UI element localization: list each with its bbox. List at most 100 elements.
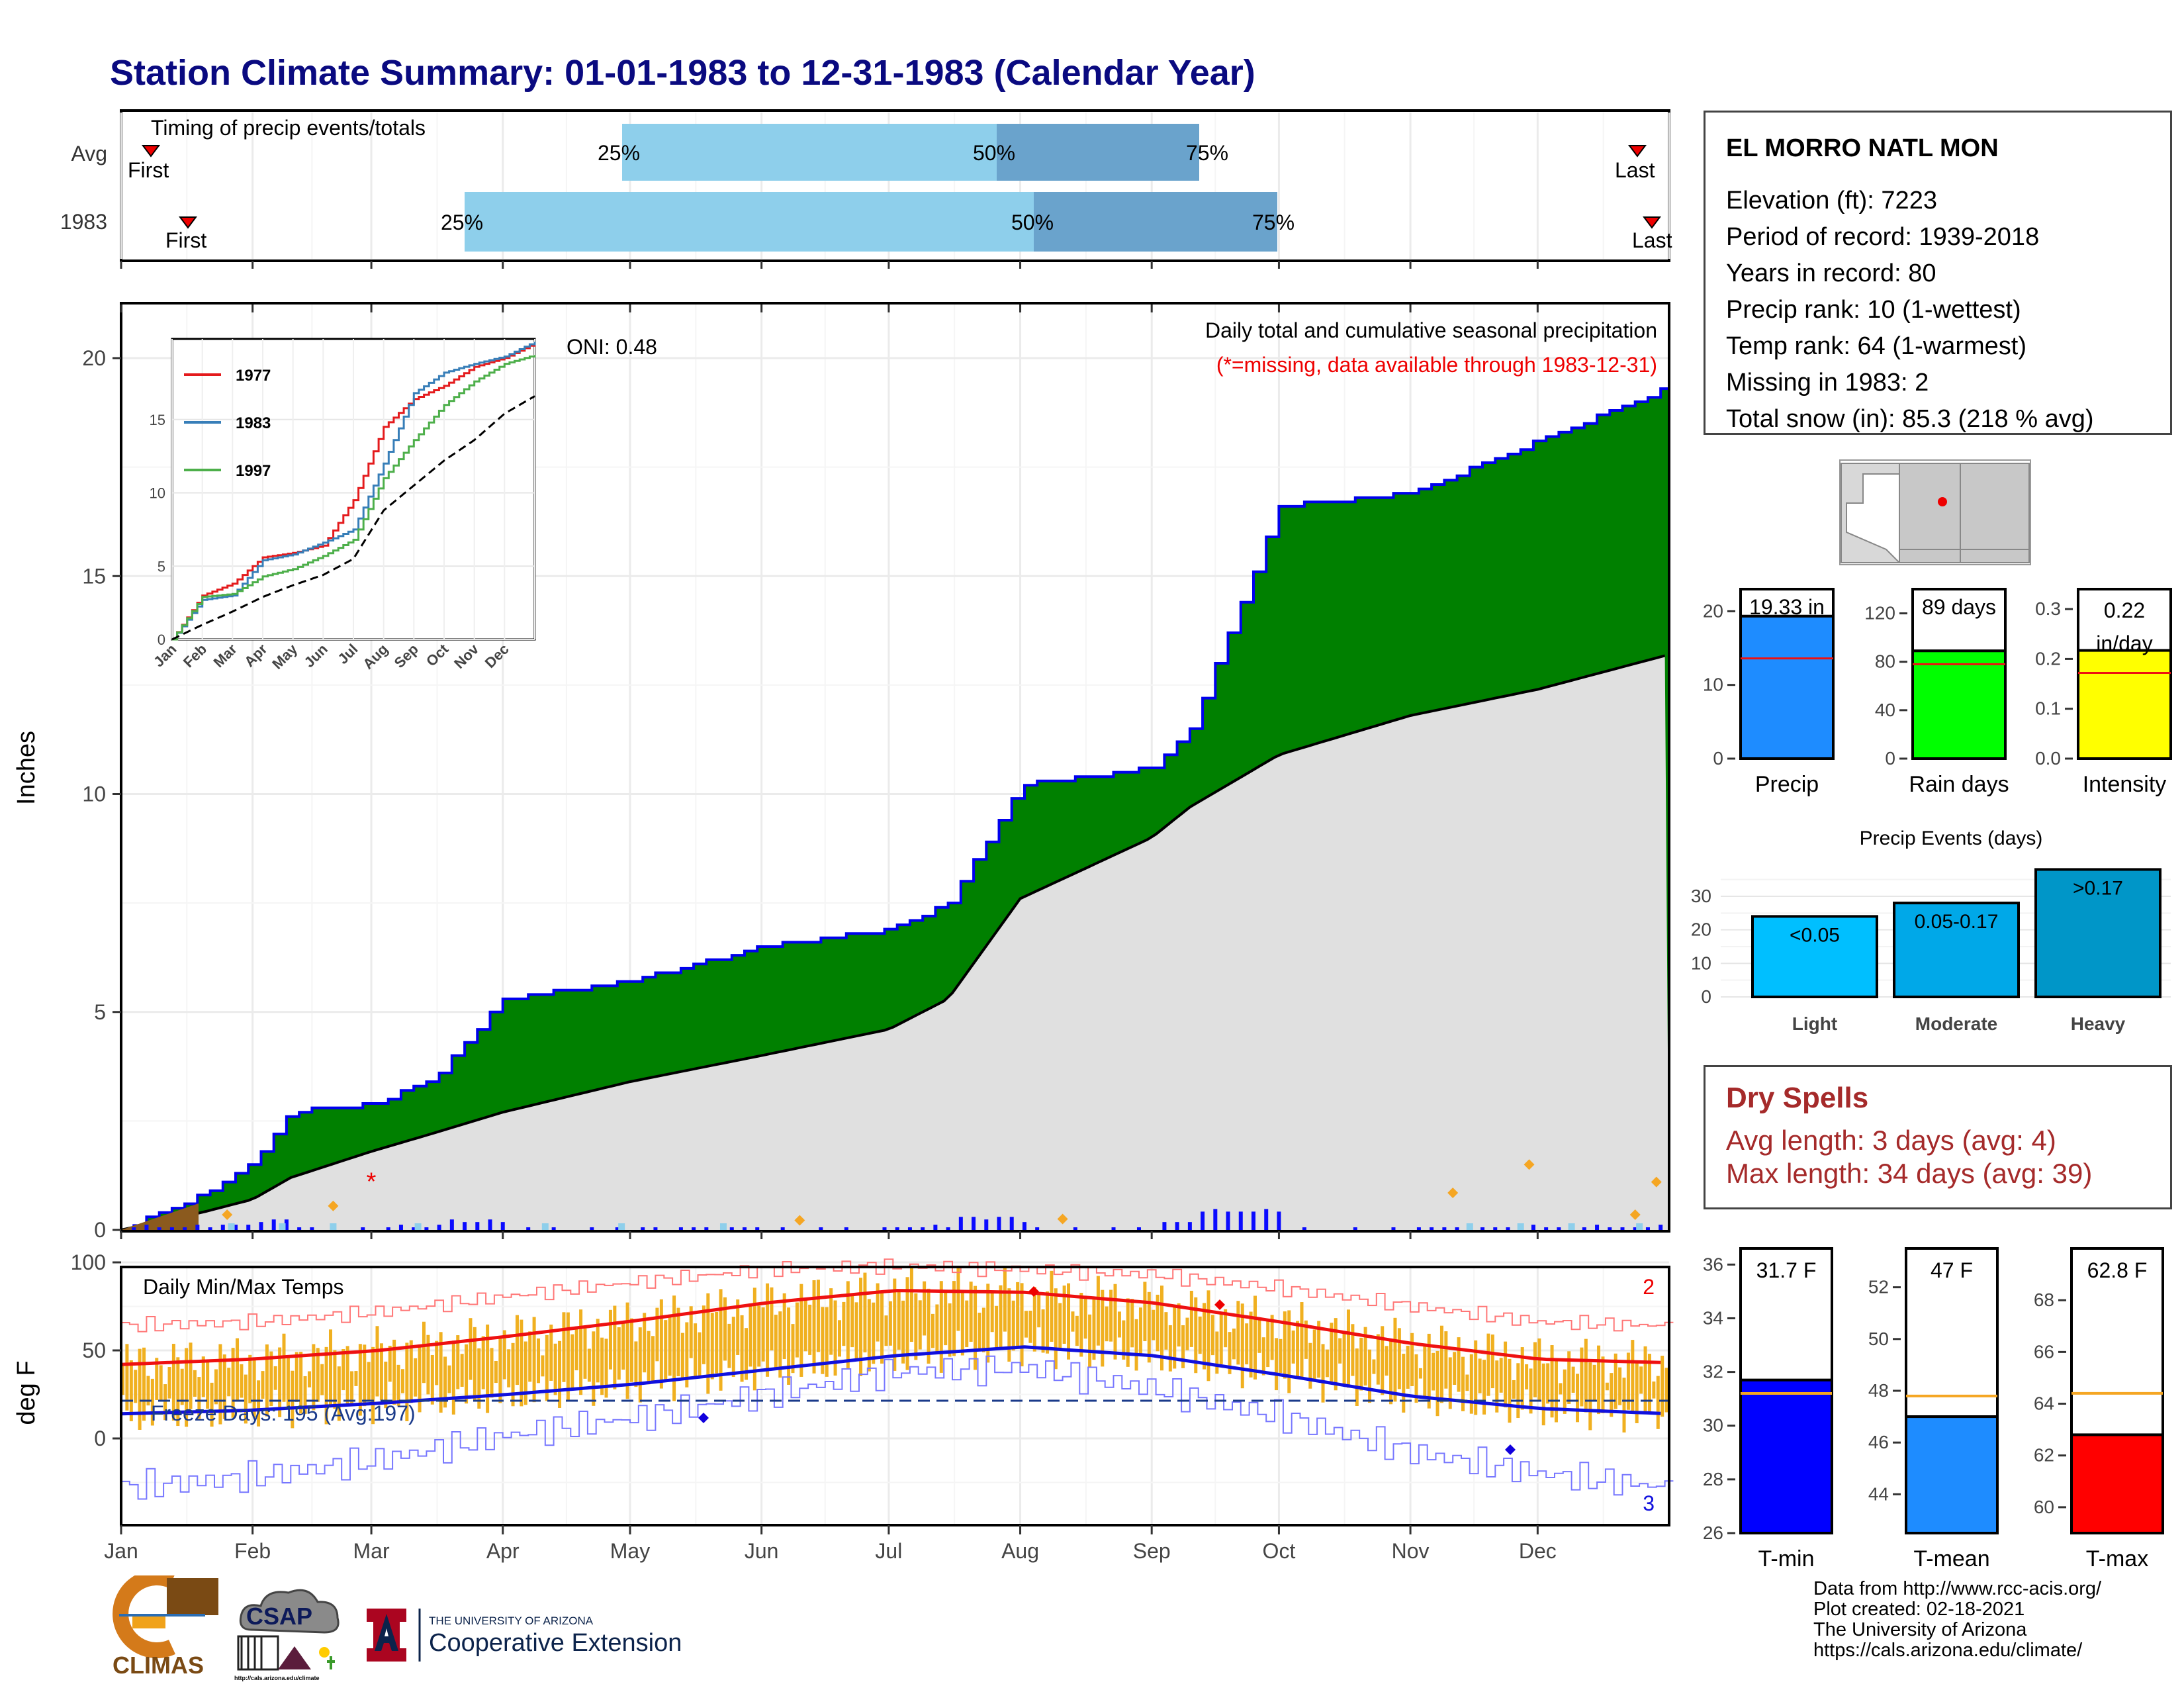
- station-detail: Precip rank: 10 (1-wettest): [1726, 296, 2021, 324]
- daily-temp-bar: [1113, 1284, 1117, 1360]
- daily-temp-bar: [583, 1328, 587, 1379]
- daily-temp-bar: [252, 1357, 256, 1418]
- daily-temp-bar: [1584, 1338, 1588, 1413]
- daily-temp-bar: [850, 1295, 854, 1348]
- daily-temp-bar: [291, 1370, 295, 1429]
- daily-temp-bar: [1435, 1350, 1439, 1417]
- daily-temp-bar: [778, 1311, 782, 1378]
- daily-temp-bar: [1130, 1299, 1134, 1348]
- event-range-label: >0.17: [2073, 877, 2123, 899]
- daily-precip-bar: [946, 1227, 950, 1230]
- daily-temp-bar: [240, 1364, 244, 1398]
- y-tick-label: 60: [2034, 1497, 2054, 1517]
- daily-temp-bar: [236, 1338, 240, 1400]
- daily-temp-bar: [727, 1323, 731, 1368]
- daily-temp-bar: [515, 1315, 519, 1385]
- inset-series-line: [172, 343, 536, 641]
- summary-bar-label: Intensity: [2083, 772, 2167, 797]
- daily-temp-bar: [981, 1307, 985, 1352]
- daily-temp-bar: [1661, 1356, 1664, 1417]
- daily-temp-bar: [757, 1305, 761, 1367]
- daily-temp-bar: [1253, 1295, 1257, 1380]
- daily-temp-bar: [502, 1330, 506, 1380]
- daily-temp-bar: [1007, 1288, 1011, 1362]
- events-title: Precip Events (days): [1860, 827, 2043, 849]
- y-tick-label: 100: [71, 1250, 106, 1274]
- precip-ylabel: Inches: [13, 731, 40, 805]
- daily-temp-bar: [341, 1349, 345, 1391]
- daily-temp-bar: [1635, 1361, 1639, 1424]
- daily-precip-bar: [1302, 1227, 1306, 1230]
- year-pct-25: 25%: [441, 211, 483, 234]
- daily-temp-bar: [1083, 1295, 1087, 1339]
- y-tick-label: 46: [1868, 1432, 1889, 1452]
- daily-temp-bar: [909, 1268, 913, 1342]
- daily-precip-bar: [1544, 1227, 1549, 1230]
- daily-temp-bar: [829, 1288, 833, 1355]
- daily-precip-bar: [144, 1225, 149, 1230]
- daily-temp-bar: [469, 1318, 473, 1380]
- daily-precip-bar: [183, 1227, 187, 1230]
- daily-precip-bar: [1493, 1227, 1498, 1230]
- daily-precip-bar: [271, 1219, 276, 1230]
- record-low-line: [121, 1355, 1674, 1500]
- daily-precip-bar: [907, 1227, 912, 1230]
- month-axis: Jan Feb Mar Apr May Jun Jul Aug Sep Oct Nov Dec: [104, 261, 1557, 1563]
- daily-precip-bar: [1391, 1227, 1396, 1230]
- daily-temp-bar: [553, 1343, 557, 1395]
- daily-precip-bar: [743, 1227, 747, 1230]
- avg-tmax-line: [120, 1289, 1661, 1366]
- snow-day-mark: [228, 1223, 235, 1230]
- daily-temp-bar: [142, 1347, 146, 1421]
- daily-precip-bar: [234, 1225, 238, 1230]
- inset-legend-label: 1977: [236, 367, 271, 385]
- daily-temp-bar: [859, 1278, 863, 1376]
- daily-temp-bar: [244, 1374, 248, 1424]
- daily-temp-bar: [1363, 1327, 1367, 1386]
- daily-temp-bar: [706, 1293, 710, 1394]
- daily-temp-bar: [1588, 1362, 1592, 1430]
- daily-precip-bar: [259, 1222, 263, 1230]
- avg-pct-50: 50%: [973, 141, 1015, 165]
- daily-temp-bar: [273, 1366, 277, 1390]
- daily-temp-bar: [1024, 1311, 1028, 1338]
- daily-temp-bar: [1541, 1363, 1545, 1426]
- daily-temp-bar: [782, 1293, 786, 1360]
- daily-temp-bar: [1058, 1303, 1062, 1350]
- daily-temp-bar: [812, 1280, 816, 1374]
- daily-temp-bar: [222, 1354, 226, 1419]
- daily-temp-bar: [1351, 1324, 1355, 1376]
- daily-temp-bar: [1134, 1319, 1138, 1371]
- event-category-label: Light: [1792, 1013, 1837, 1034]
- daily-temp-bar: [710, 1313, 714, 1380]
- daily-precip-bar: [1226, 1211, 1230, 1230]
- summary-bar: [2077, 649, 2172, 760]
- daily-temp-bar: [914, 1293, 918, 1360]
- record-high-marker: [1214, 1299, 1225, 1310]
- daily-temp-bar: [1631, 1340, 1635, 1414]
- daily-temp-bar: [1444, 1331, 1448, 1389]
- daily-temp-bar: [1054, 1288, 1058, 1370]
- daily-temp-bar: [1164, 1312, 1168, 1350]
- daily-temp-bar: [477, 1348, 481, 1409]
- daily-precip-bar: [1430, 1227, 1434, 1230]
- daily-temp-bar: [1189, 1290, 1193, 1347]
- temp-ylabel: deg F: [13, 1360, 40, 1425]
- y-tick-label: 0.3: [2035, 598, 2061, 619]
- daily-temp-bar: [1020, 1283, 1024, 1367]
- daily-temp-bar: [418, 1345, 422, 1413]
- daily-temp-bar: [303, 1376, 307, 1414]
- daily-temp-bar: [1304, 1320, 1308, 1359]
- daily-precip-bar: [780, 1227, 785, 1230]
- daily-temp-bar: [795, 1302, 799, 1358]
- y-tick-label: 50: [1868, 1329, 1889, 1349]
- daily-temp-bar: [617, 1327, 621, 1380]
- daily-temp-bar: [1011, 1300, 1015, 1351]
- daily-precip-bar: [1264, 1209, 1269, 1230]
- summary-bar: [1739, 614, 1835, 760]
- daily-temp-bar: [625, 1302, 629, 1399]
- daily-temp-bar: [320, 1364, 324, 1395]
- event-bar: [1751, 915, 1878, 999]
- snow-day-mark: [719, 1223, 727, 1230]
- station-location-dot: [1938, 497, 1947, 506]
